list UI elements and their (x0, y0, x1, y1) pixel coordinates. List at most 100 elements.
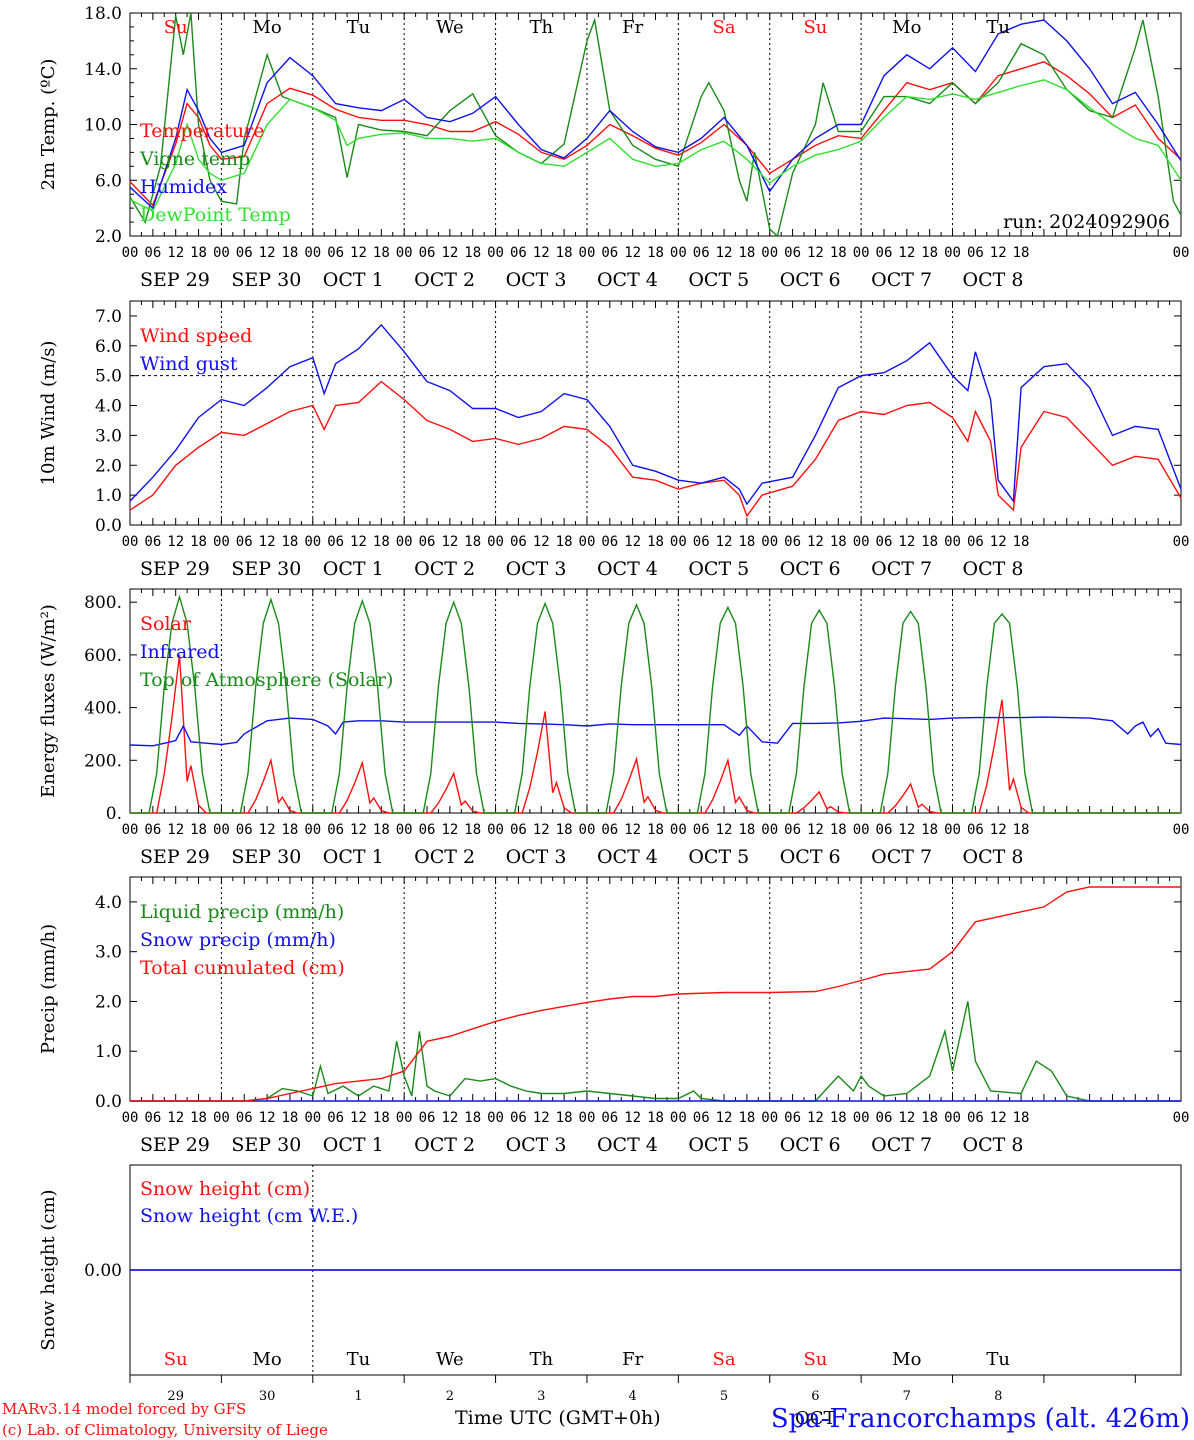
hour-label: 12 (350, 1110, 367, 1126)
hour-label: 12 (624, 822, 641, 838)
hour-label: 18 (647, 245, 664, 261)
series-line (130, 594, 1181, 814)
hour-label: 06 (967, 1110, 984, 1126)
hour-label: 00 (304, 822, 321, 838)
hour-label: 06 (693, 245, 710, 261)
date-label: OCT 2 (414, 1134, 475, 1156)
hour-label: 06 (236, 822, 253, 838)
hour-label: 06 (693, 534, 710, 550)
date-label: OCT 8 (963, 269, 1024, 291)
hour-label: 12 (990, 1110, 1007, 1126)
hour-label: 00 (122, 822, 139, 838)
y-tick-label: 4.0 (95, 397, 122, 417)
date-label: OCT 3 (506, 558, 567, 580)
hour-label: 06 (144, 822, 161, 838)
hour-label: 06 (784, 245, 801, 261)
hour-label: 00 (670, 534, 687, 550)
hour-label: 00 (761, 534, 778, 550)
hour-label: 18 (556, 822, 573, 838)
hour-label: 06 (419, 822, 436, 838)
hour-label: 00 (396, 822, 413, 838)
hour-label: 00 (944, 245, 961, 261)
hour-label: 12 (716, 1110, 733, 1126)
weekday-label: Su (164, 1349, 188, 1370)
panel-frame (129, 12, 1182, 237)
weekday-label: Tu (986, 17, 1010, 38)
hour-label: 00 (853, 1110, 870, 1126)
hour-label: 18 (921, 822, 938, 838)
hour-label: 18 (282, 534, 299, 550)
day-number: 5 (720, 1389, 728, 1404)
legend-entry: Temperature (140, 120, 264, 142)
legend-entry: Infrared (140, 641, 220, 663)
y-tick-label: 2.0 (95, 227, 122, 247)
hour-label: 18 (190, 534, 207, 550)
hour-label: 00 (944, 1110, 961, 1126)
hour-label: 06 (601, 245, 618, 261)
panel-5 (129, 1164, 1182, 1383)
hour-label: 06 (693, 822, 710, 838)
hour-label: 12 (441, 1110, 458, 1126)
weekday-label: Th (529, 17, 553, 38)
hour-label: 06 (419, 534, 436, 550)
hour-label: 06 (601, 534, 618, 550)
hour-label: 00 (122, 1110, 139, 1126)
hour-label: 00 (761, 245, 778, 261)
day-number: 7 (903, 1389, 911, 1404)
y-tick-label: 0. (106, 804, 122, 824)
date-label: OCT 8 (963, 558, 1024, 580)
y-tick-label: 1.0 (95, 1042, 122, 1062)
hour-label: 00 (853, 822, 870, 838)
y-tick-label: 600. (84, 646, 122, 666)
hour-label: 12 (350, 245, 367, 261)
hour-label: 12 (167, 534, 184, 550)
month-label: OCT (795, 1408, 836, 1429)
date-label: OCT 3 (506, 1134, 567, 1156)
day-number: 4 (629, 1389, 637, 1404)
hour-label: 18 (830, 534, 847, 550)
hour-label: 12 (441, 822, 458, 838)
legend-entry: Humidex (140, 176, 227, 198)
hour-label: 12 (441, 245, 458, 261)
series-line (129, 380, 1182, 518)
y-tick-label: 200. (84, 751, 122, 771)
hour-label: 12 (716, 245, 733, 261)
legend-entry: DewPoint Temp (140, 204, 291, 226)
date-label: SEP 29 (140, 269, 210, 291)
hour-label: 12 (533, 1110, 550, 1126)
weekday-label: Th (529, 1349, 553, 1370)
hour-label: 12 (533, 245, 550, 261)
hour-label: 18 (190, 1110, 207, 1126)
hour-label: 06 (327, 1110, 344, 1126)
hour-label: 18 (373, 245, 390, 261)
date-label: OCT 5 (688, 269, 749, 291)
hour-label: 06 (144, 534, 161, 550)
panel-2 (129, 300, 1182, 526)
run-annotation: run: 2024092906 (1003, 211, 1170, 233)
y-tick-label: 0.00 (84, 1261, 122, 1281)
hour-label: 18 (464, 822, 481, 838)
hour-label: 18 (1013, 245, 1030, 261)
hour-label: 12 (807, 1110, 824, 1126)
y-tick-label: 4.0 (95, 893, 122, 913)
date-label: OCT 3 (506, 846, 567, 868)
y-tick-label: 3.0 (95, 943, 122, 963)
date-label: SEP 30 (231, 846, 301, 868)
hour-label: 06 (601, 1110, 618, 1126)
hour-label: 06 (876, 1110, 893, 1126)
hour-label: 18 (921, 245, 938, 261)
hour-label: 12 (624, 534, 641, 550)
hour-label: 12 (716, 822, 733, 838)
hour-label: 18 (1013, 822, 1030, 838)
day-number: 6 (811, 1389, 819, 1404)
series-line (129, 12, 1182, 238)
legend-entry: Solar (140, 613, 192, 635)
hour-label: 18 (921, 1110, 938, 1126)
hour-label: 18 (830, 822, 847, 838)
hour-label: 06 (144, 1110, 161, 1126)
weekday-label: Tu (347, 1349, 371, 1370)
hour-label: 12 (624, 1110, 641, 1126)
hour-label: 06 (144, 245, 161, 261)
y-tick-label: 2.0 (95, 992, 122, 1012)
hour-label: 12 (167, 1110, 184, 1126)
